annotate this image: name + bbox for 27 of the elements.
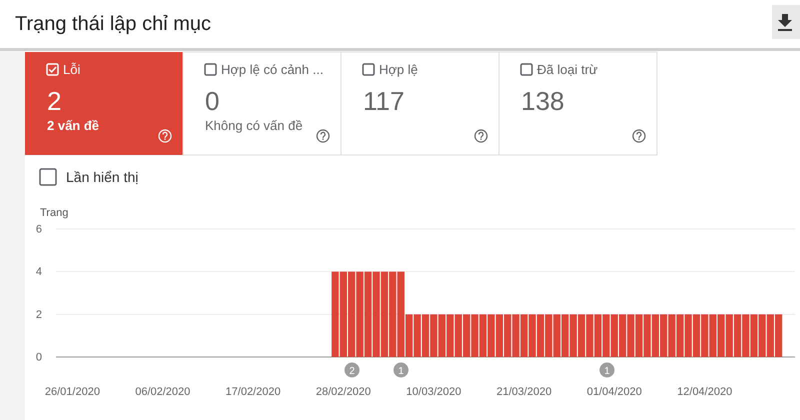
- text: 1: [398, 366, 404, 377]
- text: 2 vấn đề: [47, 118, 100, 133]
- category-label: Lỗi: [63, 62, 80, 77]
- y-tick-label: 6: [36, 224, 42, 236]
- text: 1: [604, 366, 610, 377]
- y-tick-label: 4: [36, 266, 42, 278]
- category-label: Hợp lệ: [379, 62, 418, 77]
- data-label: 138: [521, 86, 564, 116]
- y-tick-label: 2: [36, 308, 42, 321]
- text: Không có vấn đề: [205, 118, 303, 133]
- data-label: 0: [205, 86, 220, 116]
- x-tick-label: 26/01/2020: [44, 386, 100, 398]
- x-tick-label: 17/02/2020: [226, 386, 281, 398]
- category-label: Đã loại trừ: [537, 62, 598, 77]
- y-tick-label: 0: [36, 352, 42, 364]
- category-label: Hợp lệ có cảnh ...: [221, 62, 324, 77]
- text: 2: [349, 366, 356, 377]
- y-axis-title: Trang: [40, 207, 68, 219]
- text: Trạng thái lập chỉ mục: [15, 13, 212, 35]
- x-tick-label: 01/04/2020: [586, 386, 642, 398]
- data-label: 117: [363, 86, 404, 116]
- x-tick-label: 10/03/2020: [406, 386, 462, 398]
- x-tick-label: 28/02/2020: [316, 386, 371, 398]
- x-tick-label: 21/03/2020: [496, 386, 552, 398]
- x-tick-label: 06/02/2020: [135, 386, 190, 398]
- x-tick-label: 12/04/2020: [677, 386, 732, 398]
- text: Lần hiển thị: [66, 169, 138, 185]
